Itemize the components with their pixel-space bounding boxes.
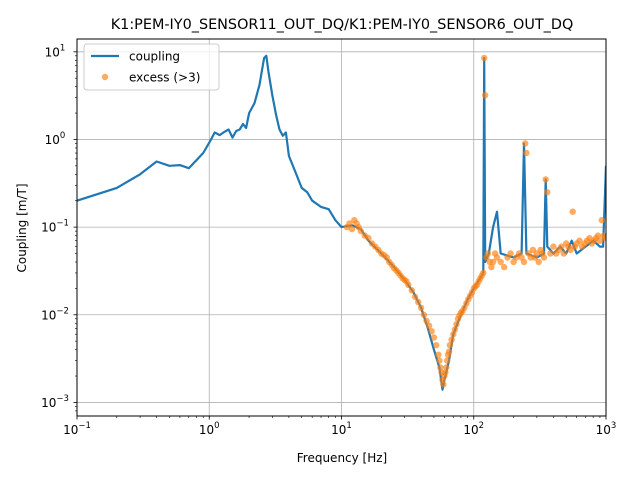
x-tick-label: 101 xyxy=(331,421,352,437)
excess-point xyxy=(488,263,495,271)
chart-title: K1:PEM-IY0_SENSOR11_OUT_DQ/K1:PEM-IY0_SE… xyxy=(111,17,574,33)
x-tick-label: 100 xyxy=(199,421,220,437)
x-tick-label: 102 xyxy=(463,421,484,437)
excess-point xyxy=(550,243,557,250)
excess-point xyxy=(576,237,583,244)
legend-coupling-label: coupling xyxy=(129,50,180,64)
excess-point xyxy=(535,258,542,266)
excess-point xyxy=(507,250,514,257)
legend-excess-label: excess (>3) xyxy=(129,71,200,85)
excess-point xyxy=(596,237,604,244)
excess-point xyxy=(435,351,442,358)
y-tick-label: 100 xyxy=(45,131,66,147)
excess-point xyxy=(453,321,460,328)
excess-point xyxy=(594,232,602,239)
excess-point xyxy=(405,281,412,288)
excess-point xyxy=(430,334,438,341)
excess-point xyxy=(482,92,489,99)
ticks: 10−1 100 101 102 103 10−3 10−2 10−1 100 101 xyxy=(41,43,616,437)
excess-point xyxy=(547,250,554,257)
legend: coupling excess (>3) xyxy=(83,43,220,91)
excess-point xyxy=(484,250,492,257)
excess-point xyxy=(365,234,372,242)
excess-point xyxy=(408,287,415,294)
y-tick-label: 10−2 xyxy=(41,306,69,322)
excess-point xyxy=(433,342,440,349)
excess-point xyxy=(428,328,435,335)
excess-point xyxy=(442,369,449,376)
excess-point xyxy=(523,149,530,157)
excess-point xyxy=(598,217,605,224)
excess-point xyxy=(569,208,576,215)
excess-point xyxy=(415,298,422,306)
excess-point xyxy=(558,243,565,250)
excess-point xyxy=(425,322,433,329)
excess-point xyxy=(346,220,353,227)
excess-point xyxy=(481,54,488,62)
excess-point xyxy=(446,342,454,349)
excess-point xyxy=(480,269,487,277)
y-tick-label: 101 xyxy=(45,43,66,59)
plot-area xyxy=(76,38,607,417)
excess-point xyxy=(501,263,508,271)
excess-point xyxy=(489,258,497,266)
x-tick-label: 103 xyxy=(596,421,617,437)
excess-point xyxy=(544,189,551,196)
excess-point xyxy=(417,304,425,311)
x-axis-label: Frequency [Hz] xyxy=(297,451,388,465)
y-tick-label: 10−1 xyxy=(41,219,69,235)
series-layer xyxy=(77,54,606,391)
excess-point xyxy=(542,176,549,183)
excess-point xyxy=(520,258,528,266)
excess-point xyxy=(423,317,430,325)
y-axis-label: Coupling [m/T] xyxy=(15,183,29,272)
excess-point xyxy=(451,326,459,333)
x-tick-label: 10−1 xyxy=(63,421,91,437)
excess-point xyxy=(411,293,419,301)
legend-excess-swatch xyxy=(101,73,109,81)
excess-point xyxy=(540,254,548,261)
excess-point xyxy=(497,258,504,266)
excess-point xyxy=(357,227,364,235)
excess-point xyxy=(560,250,567,257)
excess-point xyxy=(602,234,606,242)
excess-point xyxy=(448,336,455,343)
excess-point xyxy=(440,381,447,388)
excess-point xyxy=(436,357,443,364)
excess-point xyxy=(445,348,453,355)
excess-point xyxy=(443,364,450,371)
excess-point xyxy=(522,140,529,147)
excess-point xyxy=(420,311,428,318)
excess-point xyxy=(493,254,501,261)
excess-point xyxy=(437,364,444,371)
y-tick-label: 10−3 xyxy=(41,394,69,410)
excess-point xyxy=(348,225,356,233)
excess-point xyxy=(444,357,451,364)
